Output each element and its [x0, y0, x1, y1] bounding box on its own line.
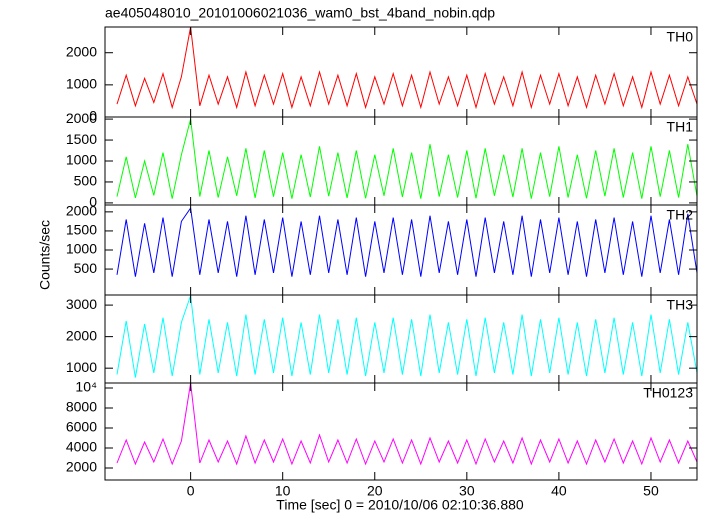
- y-tick-label: 0: [89, 108, 97, 124]
- x-tick-label: 30: [459, 483, 475, 499]
- data-line: [116, 118, 698, 199]
- data-line: [116, 295, 698, 378]
- y-axis-label: Counts/sec: [37, 220, 53, 290]
- y-tick-label: 0: [89, 194, 97, 210]
- y-tick-label: 2000: [66, 110, 97, 126]
- y-tick-label: 2000: [66, 203, 97, 219]
- panel-label: TH3: [667, 297, 694, 313]
- y-tick-label: 10⁴: [75, 379, 97, 395]
- panel-frame: [104, 382, 698, 481]
- data-line: [116, 382, 698, 466]
- data-line: [116, 206, 698, 277]
- x-tick-label: 50: [643, 483, 659, 499]
- y-tick-label: 3000: [66, 296, 97, 312]
- y-tick-label: 1000: [66, 241, 97, 257]
- panel-label: TH1: [667, 119, 694, 135]
- y-tick-label: 1000: [66, 152, 97, 168]
- chart-title: ae405048010_20101006021036_wam0_bst_4ban…: [105, 5, 495, 21]
- x-tick-label: 10: [275, 483, 291, 499]
- x-tick-label: 0: [187, 483, 195, 499]
- panel-label: TH2: [667, 207, 694, 223]
- y-tick-label: 2000: [66, 327, 97, 343]
- panel-label: TH0: [667, 29, 694, 45]
- y-tick-label: 2000: [66, 459, 97, 475]
- y-tick-label: 1000: [66, 76, 97, 92]
- y-tick-label: 500: [74, 173, 98, 189]
- data-line: [116, 26, 698, 110]
- y-tick-label: 1500: [66, 222, 97, 238]
- y-tick-label: 4000: [66, 439, 97, 455]
- y-tick-label: 1000: [66, 359, 97, 375]
- y-tick-label: 500: [74, 260, 98, 276]
- x-tick-label: 20: [367, 483, 383, 499]
- y-tick-label: 1500: [66, 131, 97, 147]
- x-axis-label: Time [sec] 0 = 2010/10/06 02:10:36.880: [276, 497, 524, 513]
- y-tick-label: 8000: [66, 399, 97, 415]
- y-tick-label: 2000: [66, 43, 97, 59]
- y-tick-label: 6000: [66, 419, 97, 435]
- x-tick-label: 40: [551, 483, 567, 499]
- panel-label: TH0123: [643, 385, 693, 401]
